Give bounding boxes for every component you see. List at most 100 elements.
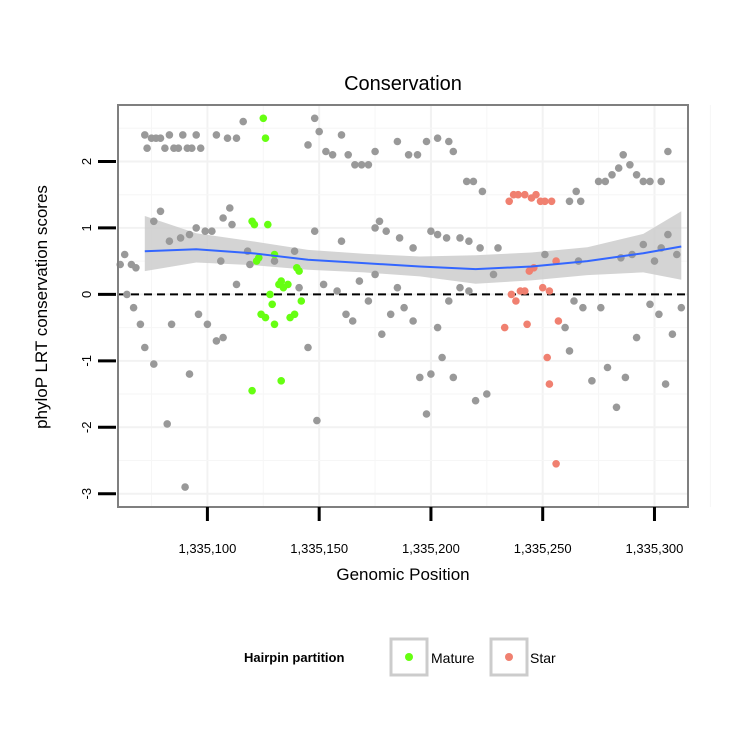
point-other [433,323,442,332]
point-other [588,377,596,385]
point-other [541,250,549,259]
point-other [226,204,234,212]
point-star [505,197,513,206]
point-other [456,283,464,292]
points-layer [116,114,686,491]
point-mature [268,300,277,309]
point-other [612,403,621,412]
point-other [400,303,408,312]
point-other [315,127,324,136]
point-mature [259,114,268,123]
point-other [422,410,431,418]
point-mature [264,220,272,229]
point-other [561,323,569,332]
point-other [395,234,404,242]
point-other [449,373,458,382]
point-other [185,230,194,239]
point-other [219,214,227,222]
point-mature [248,386,256,395]
x-tick-label: 1,335,100 [178,541,236,556]
point-other [673,250,681,259]
point-other [132,264,140,272]
point-other [668,330,677,339]
point-other [445,137,453,146]
legend-point-mature [405,653,413,661]
point-other [188,144,196,152]
point-other [646,177,654,186]
y-axis-title: phyloP LRT conservation scores [32,185,51,429]
point-other [156,134,165,142]
point-other [483,390,491,398]
point-other [646,300,654,309]
point-other [357,161,366,169]
smooth-line-layer [144,245,682,271]
point-other [632,171,641,179]
point-other [310,114,319,123]
point-other [246,260,254,269]
point-mature [261,313,270,322]
point-other [174,144,183,152]
point-other [371,270,379,279]
point-other [313,416,321,425]
point-other [185,370,194,378]
y-tick-label: -3 [79,488,94,500]
plot-panel [118,105,711,507]
point-star [541,197,549,206]
point-other [136,320,145,329]
point-other [371,147,379,156]
point-other [462,177,471,186]
point-other [386,310,395,319]
point-mature [290,310,299,319]
point-mature [250,220,259,229]
point-other [141,343,149,352]
point-star [507,290,516,299]
point-other [223,134,232,142]
point-other [156,207,165,216]
point-other [304,343,312,352]
point-other [413,151,422,159]
point-other [639,240,648,249]
point-other [129,303,138,312]
point-other [344,151,353,159]
point-star [545,380,554,388]
point-other [203,320,212,329]
point-other [677,303,686,312]
point-other [375,217,384,226]
point-other [409,244,417,252]
point-other [150,360,158,368]
point-other [239,117,247,126]
point-other [176,234,185,242]
point-other [337,237,346,245]
point-other [422,137,431,146]
point-mature [295,267,303,275]
point-other [579,303,587,312]
point-other [639,177,648,186]
point-other [348,317,357,325]
point-other [167,320,176,329]
point-star [514,190,522,199]
point-other [120,250,129,259]
point-other [371,224,379,232]
panel-border [117,104,689,508]
point-mature [284,280,292,289]
legend-label-mature: Mature [431,650,475,666]
point-other [570,297,578,305]
point-other [465,237,473,245]
point-other [270,257,279,265]
x-axis-title: Genomic Position [336,565,469,584]
point-other [576,197,585,206]
point-other [664,230,672,239]
point-star [500,323,509,332]
point-other [494,244,502,252]
point-other [295,283,303,292]
point-other [364,297,373,305]
point-other [601,177,610,186]
y-tick-label: 0 [79,291,94,298]
point-other [212,131,221,139]
point-other [621,373,630,382]
point-other [192,131,200,139]
point-other [165,237,174,245]
point-other [165,131,174,139]
point-other [181,483,189,491]
